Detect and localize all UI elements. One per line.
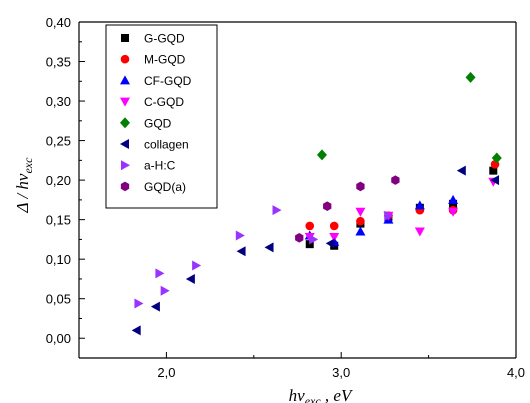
data-point bbox=[272, 205, 282, 216]
legend-marker bbox=[120, 97, 130, 107]
y-tick-label: 0,20 bbox=[46, 173, 71, 188]
legend-marker bbox=[120, 181, 130, 192]
x-tick-label: 4,0 bbox=[507, 365, 525, 380]
legend-label: M-GQD bbox=[144, 53, 186, 67]
legend: G-GQD M-GQD CF-GQD C-GQD GQD collagen a-H:C GQD… bbox=[105, 24, 218, 209]
data-point bbox=[150, 301, 160, 312]
data-point bbox=[192, 260, 202, 271]
series-gqd-a- bbox=[295, 175, 400, 243]
data-point bbox=[323, 201, 332, 212]
legend-label: collagen bbox=[144, 138, 189, 152]
legend-marker bbox=[121, 34, 129, 42]
y-tick-label: 0,15 bbox=[46, 213, 71, 228]
y-tick-label: 0,05 bbox=[46, 292, 71, 307]
series-collagen bbox=[131, 165, 500, 336]
data-point bbox=[236, 246, 246, 257]
data-point bbox=[329, 221, 339, 231]
y-tick-label: 0,10 bbox=[46, 252, 71, 267]
data-point bbox=[185, 273, 195, 284]
data-point bbox=[384, 210, 394, 221]
data-point bbox=[305, 240, 314, 249]
legend-marker bbox=[120, 139, 129, 149]
series-gqd bbox=[316, 71, 502, 164]
legend-label: CF-GQD bbox=[144, 74, 192, 88]
data-point bbox=[131, 325, 141, 336]
data-point bbox=[414, 200, 425, 210]
legend-label: G-GQD bbox=[144, 32, 185, 46]
legend-marker bbox=[121, 160, 130, 171]
axis-ticks bbox=[78, 21, 517, 358]
x-tick-label: 2,0 bbox=[157, 365, 175, 380]
data-point bbox=[235, 230, 245, 241]
data-points bbox=[131, 71, 502, 336]
legend-label: a-H:C bbox=[144, 159, 176, 173]
data-point bbox=[325, 238, 335, 249]
data-point bbox=[448, 194, 459, 204]
data-point bbox=[490, 175, 500, 186]
data-point bbox=[465, 71, 476, 83]
data-point bbox=[295, 233, 304, 243]
axes bbox=[78, 21, 517, 359]
data-point bbox=[355, 207, 366, 217]
data-point bbox=[305, 221, 315, 231]
data-point bbox=[491, 152, 502, 164]
y-tick-label: 0,35 bbox=[46, 55, 71, 70]
x-tick-label: 3,0 bbox=[332, 365, 350, 380]
data-point bbox=[355, 226, 366, 236]
legend-label: C-GQD bbox=[144, 95, 184, 109]
data-point bbox=[155, 268, 165, 279]
data-point bbox=[391, 175, 400, 185]
data-point bbox=[160, 285, 170, 296]
data-point bbox=[414, 227, 425, 237]
data-point bbox=[264, 242, 274, 253]
y-tick-label: 0,30 bbox=[46, 94, 71, 109]
data-point bbox=[356, 216, 365, 226]
data-point bbox=[329, 233, 340, 243]
series-a-h-c bbox=[134, 205, 394, 309]
legend-label: GQD(a) bbox=[144, 180, 186, 194]
data-point bbox=[309, 234, 319, 245]
data-point bbox=[489, 166, 498, 175]
legend-marker bbox=[120, 54, 130, 64]
data-point bbox=[456, 165, 466, 176]
legend-label: GQD bbox=[144, 116, 172, 130]
legend-marker bbox=[120, 75, 130, 85]
x-axis-title: hνexc , eV bbox=[289, 386, 354, 403]
data-point bbox=[356, 181, 365, 192]
y-tick-label: 0,25 bbox=[46, 134, 71, 149]
data-point bbox=[134, 298, 144, 309]
data-point bbox=[448, 207, 459, 217]
tick-labels: 0,00 0,05 0,10 0,15 0,20 0,25 0,30 0,35 0,40 2,0 3… bbox=[46, 15, 525, 380]
y-tick-label: 0,40 bbox=[46, 15, 71, 30]
legend-marker bbox=[120, 117, 130, 129]
y-tick-label: 0,00 bbox=[46, 331, 71, 346]
data-point bbox=[316, 149, 327, 161]
